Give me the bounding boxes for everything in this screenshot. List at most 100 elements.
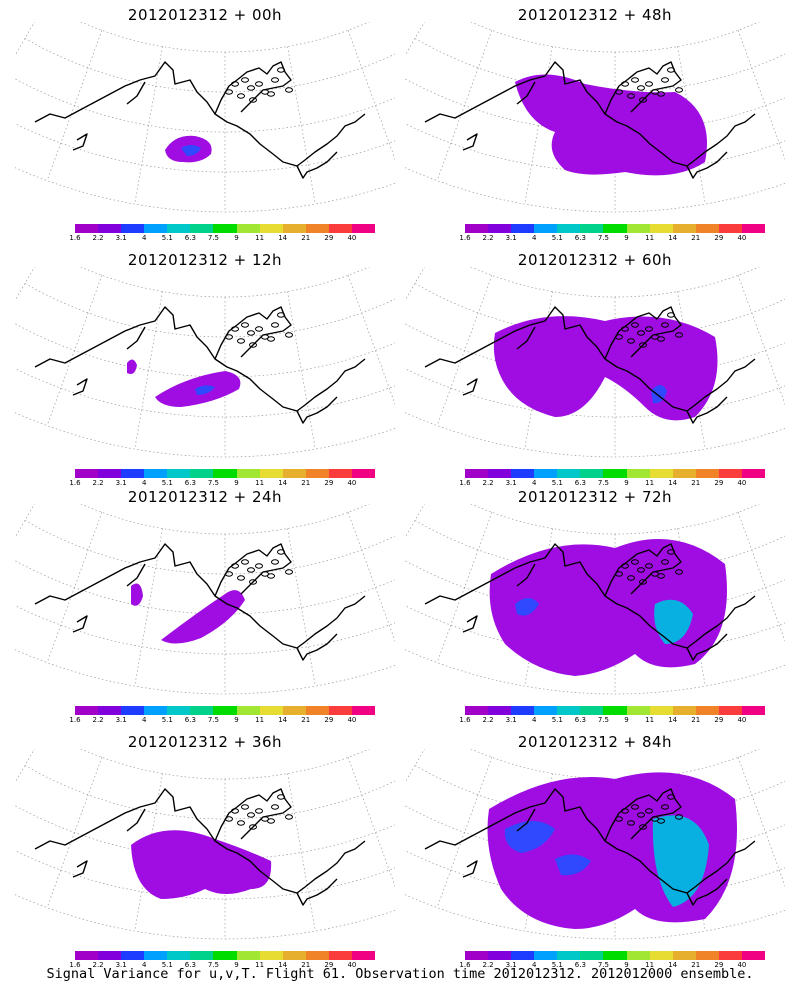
island-outline <box>271 77 279 83</box>
island-outline <box>249 824 257 830</box>
coastline <box>34 61 366 179</box>
colorbar-tick-label: 4 <box>141 479 147 487</box>
parallel-line <box>15 560 395 615</box>
island-outline <box>615 334 623 340</box>
colorbar-tick-label: 9 <box>234 961 239 969</box>
colorbar-swatch <box>557 951 581 960</box>
island-outline <box>237 575 245 581</box>
colorbar-swatch <box>695 706 719 715</box>
parallel-line <box>414 38 785 93</box>
panel-title: 2012012312 + 84h <box>517 733 673 751</box>
colorbar: 1.6 2.2 3.1 4 5.1 6.3 7.5 9 11 14 21 29 40 <box>69 469 376 487</box>
colorbar-tick-label: 7.5 <box>207 234 220 242</box>
colorbar-swatch <box>465 951 489 960</box>
colorbar-tick-label: 9 <box>234 479 239 487</box>
variance-contour <box>654 599 693 644</box>
island-outline <box>661 804 669 810</box>
colorbar-swatch <box>488 706 512 715</box>
parallel-line <box>405 560 785 615</box>
island-outline <box>675 332 683 338</box>
colorbar-swatch <box>580 706 604 715</box>
island-outline <box>667 549 675 555</box>
colorbar-tick-label: 2.2 <box>482 961 494 969</box>
colorbar-swatch <box>488 469 512 478</box>
parallel-line <box>15 649 395 695</box>
variance-contour <box>515 598 539 616</box>
polar-map <box>405 749 785 940</box>
arctic-islands <box>615 549 683 585</box>
colorbar-tick-label: 9 <box>624 961 629 969</box>
island-outline <box>631 322 639 328</box>
colorbar-swatch <box>121 706 145 715</box>
colorbar-tick-label: 29 <box>714 961 724 969</box>
colorbar-tick-label: 21 <box>301 716 311 724</box>
colorbar-tick-label: 21 <box>691 716 701 724</box>
meridian-line <box>347 30 395 160</box>
colorbar-tick-label: 1.6 <box>459 716 471 724</box>
colorbar-swatch <box>305 951 329 960</box>
panel-forecast-00h: 2012012312 + 00h 1.6 2.2 3.1 4 5.1 6.3 7.5 9 11 1… <box>15 0 395 242</box>
colorbar-tick-label: 5.1 <box>161 716 173 724</box>
colorbar-swatch <box>144 469 168 478</box>
variance-contour <box>504 821 555 853</box>
colorbar-swatch <box>649 951 673 960</box>
island-outline <box>615 816 623 822</box>
colorbar-swatch <box>351 224 376 233</box>
polar-map <box>15 267 395 458</box>
colorbar-tick-label: 14 <box>278 479 288 487</box>
parallel-line <box>15 805 395 860</box>
colorbar-swatch <box>672 706 696 715</box>
meridian-line <box>134 291 163 450</box>
island-outline <box>621 81 629 87</box>
meridian-line <box>347 757 395 887</box>
parallel-line <box>405 78 785 133</box>
panel-title: 2012012312 + 36h <box>127 733 283 751</box>
colorbar-tick-label: 4 <box>141 716 147 724</box>
island-outline <box>637 330 645 336</box>
variance-contour <box>515 74 707 176</box>
island-outline <box>267 91 275 97</box>
panel-forecast-72h: 2012012312 + 72h 1.6 2.2 3.1 4 5.1 6.3 7.5 9 11 1… <box>405 482 785 724</box>
island-outline <box>637 812 645 818</box>
colorbar-swatch <box>488 951 512 960</box>
island-outline <box>267 573 275 579</box>
island-outline <box>627 93 635 99</box>
island-outline <box>255 326 263 332</box>
colorbar-tick-label: 1.6 <box>459 479 471 487</box>
colorbar-swatch <box>190 706 214 715</box>
colorbar-tick-label: 14 <box>278 961 288 969</box>
panel-forecast-12h: 2012012312 + 12h 1.6 2.2 3.1 4 5.1 6.3 7.5 9 11 1… <box>15 245 395 487</box>
colorbar-tick-label: 5.1 <box>551 716 563 724</box>
colorbar-tick-label: 1.6 <box>69 961 81 969</box>
panel-title: 2012012312 + 00h <box>127 6 283 24</box>
colorbar-tick-label: 7.5 <box>597 961 610 969</box>
lat-lon-grid <box>15 267 395 458</box>
colorbar-tick-label: 4 <box>531 716 537 724</box>
island-outline <box>637 85 645 91</box>
meridian-line <box>134 528 163 687</box>
island-outline <box>615 89 623 95</box>
island-outline <box>657 91 665 97</box>
island-outline <box>249 579 257 585</box>
variance-field <box>165 135 212 163</box>
colorbar-tick-label: 2.2 <box>92 716 104 724</box>
colorbar-tick-label: 5.1 <box>551 479 563 487</box>
colorbar-swatch <box>557 469 581 478</box>
colorbar-tick-label: 9 <box>234 716 239 724</box>
colorbar-tick-label: 5.1 <box>161 234 173 242</box>
parallel-line <box>24 765 395 820</box>
colorbar-swatch <box>718 951 742 960</box>
island-outline <box>267 818 275 824</box>
island-outline <box>247 812 255 818</box>
island-outline <box>231 81 239 87</box>
colorbar-tick-label: 6.3 <box>184 961 196 969</box>
colorbar-swatch <box>144 951 168 960</box>
colorbar: 1.6 2.2 3.1 4 5.1 6.3 7.5 9 11 14 21 29 40 <box>69 706 376 724</box>
colorbar-swatch <box>695 224 719 233</box>
variance-field <box>515 74 707 176</box>
variance-contour <box>181 145 201 156</box>
colorbar-swatch <box>718 224 742 233</box>
colorbar-swatch <box>741 951 766 960</box>
colorbar-swatches <box>465 706 766 715</box>
island-outline <box>639 579 647 585</box>
